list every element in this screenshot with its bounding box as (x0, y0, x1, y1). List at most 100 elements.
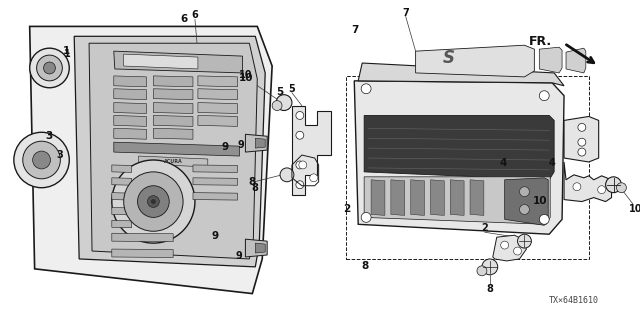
Circle shape (477, 266, 487, 276)
Circle shape (296, 111, 304, 119)
Circle shape (276, 95, 292, 110)
Polygon shape (255, 243, 265, 253)
Polygon shape (138, 156, 208, 167)
Circle shape (23, 141, 60, 179)
Circle shape (513, 247, 522, 255)
Polygon shape (292, 106, 332, 195)
Polygon shape (154, 76, 193, 87)
Circle shape (310, 174, 317, 182)
Polygon shape (391, 180, 404, 215)
Text: 1: 1 (63, 46, 70, 56)
Circle shape (152, 200, 156, 204)
Circle shape (138, 186, 169, 217)
Polygon shape (112, 207, 132, 215)
Polygon shape (154, 128, 193, 139)
Polygon shape (154, 103, 193, 114)
Text: 2: 2 (344, 204, 351, 214)
Polygon shape (198, 76, 237, 87)
Circle shape (605, 177, 621, 193)
Polygon shape (112, 233, 173, 242)
Polygon shape (112, 178, 132, 185)
Polygon shape (114, 103, 147, 114)
Text: 3: 3 (56, 150, 63, 160)
Polygon shape (364, 116, 554, 180)
Polygon shape (193, 165, 237, 172)
Polygon shape (193, 178, 237, 185)
Text: ACURA: ACURA (164, 159, 182, 164)
Text: 9: 9 (237, 140, 244, 150)
Circle shape (520, 204, 529, 214)
Text: 10: 10 (533, 196, 547, 206)
Circle shape (540, 91, 549, 100)
Circle shape (33, 151, 51, 169)
Text: 4: 4 (548, 158, 556, 168)
Circle shape (272, 100, 282, 110)
Polygon shape (505, 178, 548, 225)
Circle shape (520, 187, 529, 196)
Polygon shape (114, 76, 147, 87)
Polygon shape (114, 89, 147, 100)
Polygon shape (564, 162, 612, 202)
Text: 10: 10 (239, 73, 253, 83)
Polygon shape (451, 180, 464, 215)
Text: 2: 2 (481, 223, 488, 233)
Polygon shape (112, 249, 173, 258)
Circle shape (573, 183, 581, 191)
Text: 7: 7 (351, 25, 358, 35)
Circle shape (578, 124, 586, 131)
Polygon shape (154, 89, 193, 100)
Polygon shape (255, 138, 265, 148)
Circle shape (112, 160, 195, 243)
Text: 1: 1 (64, 49, 70, 59)
Polygon shape (358, 63, 564, 86)
Circle shape (518, 234, 531, 248)
Text: FR.: FR. (529, 35, 552, 48)
Polygon shape (411, 180, 424, 215)
Polygon shape (193, 193, 237, 200)
Polygon shape (566, 48, 586, 73)
Text: S: S (442, 49, 454, 67)
Circle shape (361, 84, 371, 94)
Text: TX×64B1610: TX×64B1610 (549, 296, 599, 305)
Circle shape (482, 259, 498, 275)
Polygon shape (540, 47, 562, 73)
Polygon shape (112, 165, 132, 172)
Polygon shape (245, 239, 267, 257)
Text: 9: 9 (235, 251, 242, 261)
Bar (346, 76, 589, 259)
Polygon shape (89, 43, 257, 259)
Text: 10: 10 (239, 70, 252, 80)
Polygon shape (470, 180, 484, 215)
Circle shape (540, 214, 549, 224)
Polygon shape (114, 142, 239, 156)
Text: 7: 7 (403, 8, 409, 18)
Text: 6: 6 (191, 10, 198, 20)
Polygon shape (564, 116, 598, 162)
Polygon shape (114, 128, 147, 139)
Polygon shape (114, 116, 147, 126)
Circle shape (578, 148, 586, 156)
Circle shape (616, 183, 627, 193)
Polygon shape (245, 134, 267, 152)
Polygon shape (415, 45, 534, 77)
Text: 8: 8 (251, 183, 258, 193)
Circle shape (296, 161, 304, 169)
Circle shape (299, 161, 307, 169)
Text: 5: 5 (289, 84, 295, 94)
Circle shape (14, 132, 69, 188)
Polygon shape (355, 81, 564, 234)
Polygon shape (114, 51, 243, 73)
Text: 9: 9 (221, 142, 228, 152)
Polygon shape (198, 89, 237, 100)
Text: 3: 3 (45, 131, 52, 141)
Circle shape (147, 196, 159, 207)
Polygon shape (29, 27, 272, 293)
Polygon shape (198, 103, 237, 114)
Polygon shape (112, 220, 132, 228)
Text: 6: 6 (180, 14, 188, 24)
Circle shape (500, 241, 509, 249)
Circle shape (36, 55, 62, 81)
Polygon shape (198, 116, 237, 126)
Polygon shape (493, 235, 527, 261)
Text: 10: 10 (628, 204, 640, 214)
